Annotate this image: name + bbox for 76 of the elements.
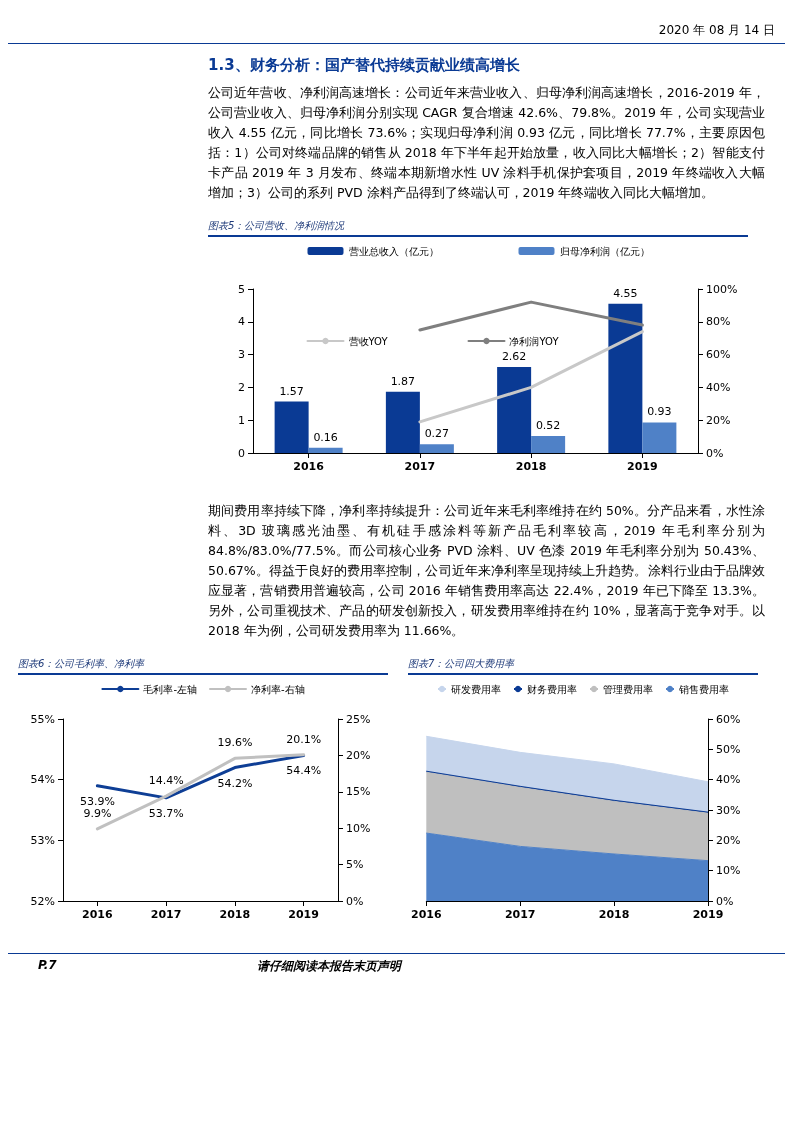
x-tick-label: 2016	[411, 908, 442, 921]
y2-tick-label: 20%	[706, 413, 731, 427]
text: 1.3、财务分析：国产替代持续贡献业绩高增长	[208, 56, 521, 75]
data-label: 4.55	[613, 286, 638, 300]
y2-tick-label: 15%	[346, 785, 371, 799]
text: 期间费用率持续下降，净利率持续提升：公司近年来毛利率维持在约 50%。分产品来看，水性涂料、3D 玻璃感光油墨、有机硅手感涂料等新产品毛利率较高，2019 年毛利率分别为 84.8%/83.0%/77.5%。而公司核心业务 PVD 涂料、UV 色漆 2019 年毛利率分别为 50.43%、50.67%。得益于良好的费用率控制，公司近年来净利率呈现持续上升趋势。涂料行业由于品牌效应显著，营销费用普遍较高，公司 2016 年销售费用率高达 22.4%，2019 年已下降至 13.3%。另外，公司重视技术、产品的研发创新投入，研发费用率维持在约 10%，显著高于竞争对手。以 2018 年为例，公司研发费用率为 11.66%。	[208, 502, 765, 640]
x-tick-label: 2018	[515, 460, 547, 473]
y-tick-label: 1	[238, 413, 245, 427]
data-label: 0.27	[424, 427, 450, 441]
y-tick-label: 0	[238, 446, 245, 460]
text: P.7	[38, 958, 57, 974]
x-tick-label: 2017	[504, 908, 536, 921]
text: 2020 年 08 月 14 日	[8, 8, 785, 44]
y-tick-label: 53%	[30, 833, 55, 847]
y2-tick-label: 40%	[716, 773, 741, 787]
data-label: 1.87	[390, 374, 416, 388]
data-label: 2.62	[501, 350, 527, 364]
y2-tick-label: 10%	[716, 864, 741, 878]
data-label: 0.93	[647, 405, 672, 419]
data-label: 53.9%	[79, 794, 115, 808]
y-tick-label: 55%	[30, 712, 55, 726]
chart-title: 图表5：公司营收、净利润情况	[208, 217, 748, 237]
x-tick-label: 2019	[288, 908, 319, 921]
y2-tick-label: 20%	[716, 833, 741, 847]
x-tick-label: 2017	[404, 460, 436, 473]
y2-tick-label: 0%	[706, 446, 724, 460]
y2-tick-label: 0%	[716, 894, 734, 908]
y2-tick-label: 0%	[346, 894, 364, 908]
y-tick-label: 4	[238, 315, 245, 329]
x-tick-label: 2017	[150, 908, 182, 921]
y-tick-label: 3	[238, 348, 245, 362]
y2-tick-label: 50%	[716, 742, 741, 756]
y-tick-label: 54%	[30, 773, 55, 787]
text: 公司近年营收、净利润高速增长：公司近年来营业收入、归母净利润高速增长，2016-2019 年，公司营业收入、归母净利润分别实现 CAGR 复合增速 42.6%、79.8%。2019 年，公司实现营业收入 4.55 亿元，同比增长 73.6%；实现归母净利润 0.93 亿元，同比增长 77.7%，主要原因包括：1）公司对终端品牌的销售从 2018 年下半年起开始放量，收入同比大幅增长；2）智能支付卡产品 2019 年 3 月发布、终端本期新增水性 UV 涂料手机保护套项目，2019 年终端收入大幅增加；3）公司的系列 PVD 涂料产品得到了终端认可，2019 年终端收入同比大幅增加。	[208, 84, 765, 202]
y-tick-label: 5	[238, 282, 245, 296]
y2-tick-label: 40%	[706, 380, 731, 394]
data-label: 1.57	[279, 384, 304, 398]
y2-tick-label: 30%	[716, 803, 741, 817]
y-tick-label: 52%	[30, 894, 55, 908]
y2-tick-label: 5%	[346, 858, 364, 872]
data-label: 20.1%	[286, 732, 322, 746]
x-tick-label: 2019	[627, 460, 658, 473]
y2-tick-label: 60%	[716, 712, 741, 726]
y2-tick-label: 60%	[706, 348, 731, 362]
legend-label: 营收YOY	[348, 335, 389, 347]
x-tick-label: 2018	[598, 908, 630, 921]
chart-title: 图表6：公司毛利率、净利率	[18, 655, 388, 675]
data-label: 54.4%	[286, 764, 322, 778]
x-tick-label: 2019	[692, 908, 724, 921]
legend-label: 研发费用率	[451, 683, 501, 695]
legend-label: 管理费用率	[603, 683, 653, 695]
y2-tick-label: 25%	[346, 712, 371, 726]
data-label: 54.2%	[217, 776, 253, 790]
data-label: 9.9%	[83, 806, 112, 820]
data-label: 0.52	[535, 418, 561, 432]
legend-label: 归母净利润（亿元）	[559, 245, 650, 257]
legend-label: 销售费用率	[678, 683, 729, 695]
legend-label: 净利润YOY	[509, 335, 560, 347]
y2-tick-label: 100%	[706, 282, 738, 296]
legend-label: 毛利率-左轴	[143, 683, 197, 695]
y2-tick-label: 10%	[346, 821, 371, 835]
data-label: 0.16	[313, 430, 338, 444]
x-tick-label: 2018	[219, 908, 251, 921]
legend-label: 净利率-右轴	[251, 683, 305, 695]
x-tick-label: 2016	[293, 460, 325, 473]
data-label: 19.6%	[217, 736, 253, 750]
y-tick-label: 2	[238, 380, 245, 394]
x-tick-label: 2016	[82, 908, 114, 921]
legend-label: 营业总收入（亿元）	[348, 245, 439, 257]
data-label: 53.7%	[148, 806, 184, 820]
data-label: 14.4%	[148, 774, 184, 788]
legend-label: 财务费用率	[527, 683, 577, 695]
chart-title: 图表7：公司四大费用率	[408, 655, 758, 675]
y2-tick-label: 80%	[706, 315, 731, 329]
y2-tick-label: 20%	[346, 748, 371, 762]
text: 请仔细阅读本报告末页声明	[256, 958, 401, 975]
